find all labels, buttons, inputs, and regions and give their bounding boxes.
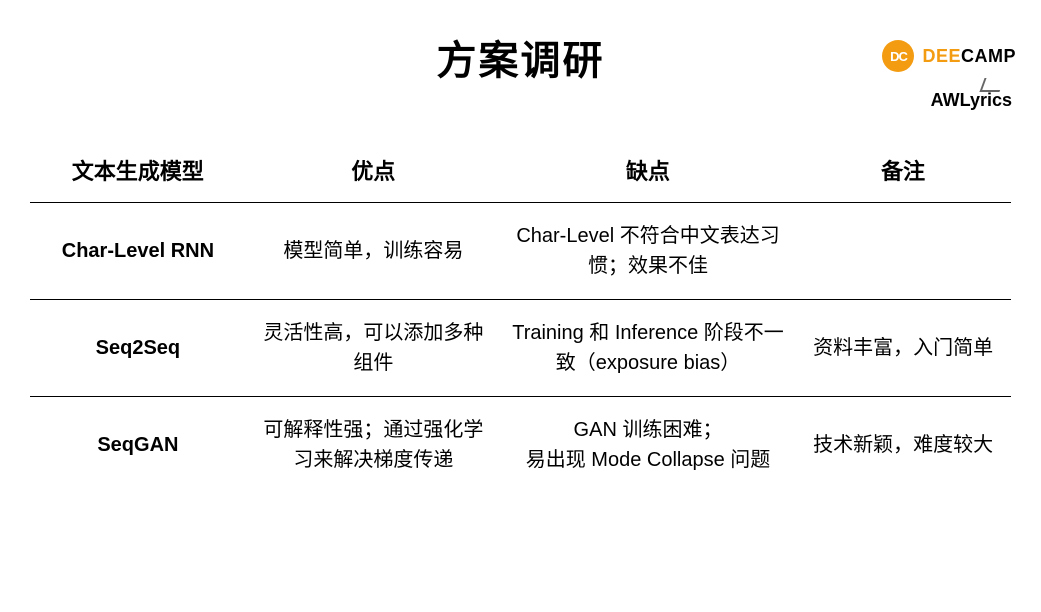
col-header-pros: 优点 xyxy=(246,141,501,203)
deecamp-icon: DC xyxy=(882,40,914,72)
cell-model: Seq2Seq xyxy=(30,300,246,397)
cell-pros: 可解释性强；通过强化学习来解决梯度传递 xyxy=(246,397,501,494)
table-row: SeqGAN 可解释性强；通过强化学习来解决梯度传递 GAN 训练困难；易出现 … xyxy=(30,397,1011,494)
col-header-cons: 缺点 xyxy=(501,141,795,203)
table-row: Seq2Seq 灵活性高，可以添加多种组件 Training 和 Inferen… xyxy=(30,300,1011,397)
awlyrics-logo: AWLyrics xyxy=(931,80,1012,111)
table-header-row: 文本生成模型 优点 缺点 备注 xyxy=(30,141,1011,203)
col-header-model: 文本生成模型 xyxy=(30,141,246,203)
cell-model: SeqGAN xyxy=(30,397,246,494)
deecamp-text-orange: DEE xyxy=(922,46,961,66)
cell-cons: Training 和 Inference 阶段不一致（exposure bias… xyxy=(501,300,795,397)
cell-pros: 灵活性高，可以添加多种组件 xyxy=(246,300,501,397)
cell-notes: 技术新颖，难度较大 xyxy=(795,397,1011,494)
cell-cons: GAN 训练困难；易出现 Mode Collapse 问题 xyxy=(501,397,795,494)
cell-model: Char-Level RNN xyxy=(30,203,246,300)
cell-cons: Char-Level 不符合中文表达习惯；效果不佳 xyxy=(501,203,795,300)
col-header-notes: 备注 xyxy=(795,141,1011,203)
deecamp-text-black: CAMP xyxy=(961,46,1016,66)
comparison-table-wrap: 文本生成模型 优点 缺点 备注 Char-Level RNN 模型简单，训练容易… xyxy=(30,141,1011,493)
cell-notes xyxy=(795,203,1011,300)
comparison-table: 文本生成模型 优点 缺点 备注 Char-Level RNN 模型简单，训练容易… xyxy=(30,141,1011,493)
deecamp-text: DEECAMP xyxy=(922,46,1016,67)
logo-area: DC DEECAMP AWLyrics xyxy=(882,40,1016,111)
cell-pros: 模型简单，训练容易 xyxy=(246,203,501,300)
cell-notes: 资料丰富，入门简单 xyxy=(795,300,1011,397)
table-row: Char-Level RNN 模型简单，训练容易 Char-Level 不符合中… xyxy=(30,203,1011,300)
deecamp-logo: DC DEECAMP xyxy=(882,40,1016,72)
